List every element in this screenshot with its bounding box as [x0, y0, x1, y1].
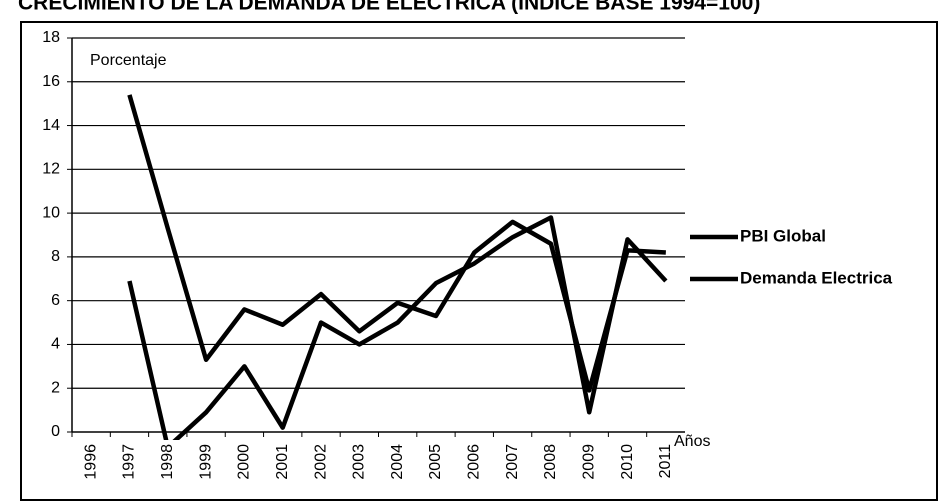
- chart-frame: [20, 21, 938, 501]
- x-tick-label: 2005: [427, 444, 444, 480]
- x-tick-label: 2011: [657, 444, 674, 479]
- x-tick-label: 1999: [197, 444, 214, 480]
- x-tick-label: 2010: [619, 444, 636, 480]
- y-tick-label: 18: [42, 29, 60, 46]
- x-tick-label: 2000: [236, 444, 253, 480]
- x-tick-label: 2002: [312, 444, 329, 480]
- x-tick-label: 1997: [121, 444, 138, 480]
- x-axis-label: Años: [674, 433, 710, 450]
- y-tick-label: 16: [42, 73, 60, 90]
- x-tick-label: 1996: [82, 444, 99, 480]
- x-tick-label: 2003: [351, 444, 368, 480]
- y-tick-label: 4: [51, 336, 60, 353]
- x-tick-label: 1998: [159, 444, 176, 480]
- legend-label: Demanda Electrica: [740, 268, 893, 287]
- x-tick-label: 2008: [542, 444, 559, 480]
- series-line: [127, 215, 668, 440]
- legend-label: PBI Global: [740, 226, 826, 245]
- y-annotation: Porcentaje: [90, 52, 167, 69]
- x-tick-label: 2009: [580, 444, 597, 480]
- y-tick-label: 0: [51, 423, 60, 440]
- x-tick-label: 2004: [389, 444, 406, 480]
- x-tick-label: 2006: [466, 444, 483, 480]
- chart-title: CRECIMIENTO DE LA DEMANDA DE ELECTRICA (…: [18, 0, 760, 15]
- y-tick-label: 8: [51, 248, 60, 265]
- y-tick-label: 14: [42, 117, 60, 134]
- y-tick-label: 6: [51, 292, 60, 309]
- y-tick-label: 10: [42, 204, 60, 221]
- x-tick-label: 2007: [504, 444, 521, 480]
- y-tick-label: 2: [51, 379, 60, 396]
- series-line: [127, 94, 666, 393]
- y-tick-label: 12: [42, 161, 60, 178]
- x-tick-label: 2001: [274, 444, 291, 480]
